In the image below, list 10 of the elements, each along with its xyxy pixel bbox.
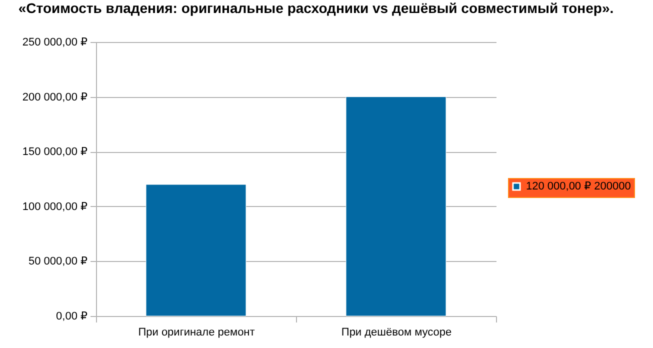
x-tick-label: При дешёвом мусоре	[341, 326, 452, 338]
y-tick-label: 250 000,00 ₽	[22, 36, 88, 48]
chart-title: «Стоимость владения: оригинальные расходники vs дешёвый совместимый тонер».	[18, 0, 614, 16]
y-tick-label: 150 000,00 ₽	[22, 146, 88, 158]
y-tick-label: 100 000,00 ₽	[22, 200, 88, 213]
y-tick-label: 200 000,00 ₽	[22, 91, 88, 104]
x-tick-label: При оригинале ремонт	[138, 326, 255, 338]
legend-label: 120 000,00 ₽ 200000	[526, 180, 631, 192]
y-tick-label: 50 000,00 ₽	[28, 256, 88, 268]
y-tick-label: 0,00 ₽	[56, 310, 88, 322]
